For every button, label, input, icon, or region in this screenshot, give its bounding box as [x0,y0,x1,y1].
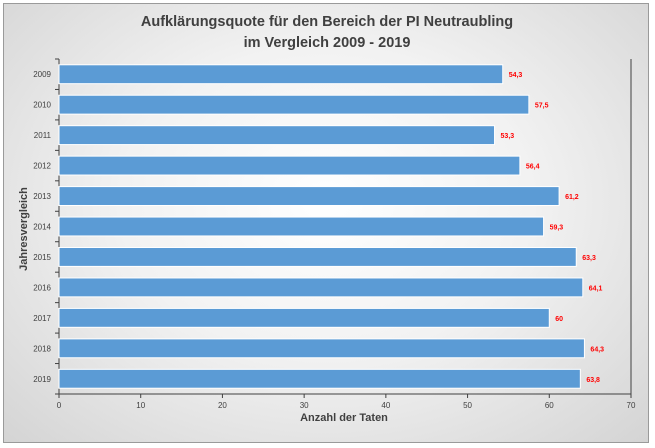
bar [58,186,560,206]
y-category-label: 2009 [33,70,51,79]
y-category-label: 2014 [33,223,51,232]
y-category-label: 2016 [33,283,51,292]
data-label: 60 [555,316,563,323]
bar [58,216,545,237]
data-label: 54,3 [509,72,523,79]
x-axis-title: Anzahl der Taten [300,412,388,424]
data-label: 59,3 [550,225,564,232]
x-tick-label: 30 [300,401,309,410]
data-label: 53,3 [501,133,515,140]
x-tick-label: 10 [136,401,145,410]
chart-title-line-2: im Vergleich 2009 - 2019 [244,35,411,51]
bar [58,338,585,359]
x-tick-label: 40 [381,401,390,410]
y-category-label: 2012 [33,162,51,171]
y-category-label: 2018 [33,344,51,353]
y-category-label: 2019 [33,375,51,384]
x-tick-label: 0 [57,401,62,410]
bar [58,307,550,328]
y-category-label: 2017 [33,314,51,323]
data-label: 56,4 [526,164,540,171]
y-axis-title: Jahresvergleich [18,187,30,271]
y-category-label: 2015 [33,253,51,262]
data-label: 57,5 [535,103,549,110]
data-label: 61,2 [565,194,579,201]
y-category-label: 2010 [33,101,51,110]
bar [58,94,530,115]
x-tick-label: 20 [218,401,227,410]
plot-area: 0 10 20 30 40 50 60 70 2009 54,3 2010 57,5 2011 53,3 2… [33,58,636,410]
x-tick-label: 50 [463,401,472,410]
data-label: 64,3 [590,346,604,353]
bar [58,277,584,298]
bar [58,155,521,176]
bar [58,247,577,267]
y-category-label: 2013 [33,192,51,201]
x-tick-label: 70 [627,401,636,410]
bar [58,64,504,85]
data-label: 64,1 [589,285,603,292]
data-label: 63,3 [582,255,596,262]
x-tick-label: 60 [545,401,554,410]
bar [58,125,496,146]
chart-title-line-1: Aufklärungsquote für den Bereich der PI … [141,14,513,30]
bar-chart: Aufklärungsquote für den Bereich der PI … [18,14,636,424]
bar [58,368,581,389]
data-label: 63,8 [586,377,600,384]
chart-frame: Aufklärungsquote für den Bereich der PI … [3,3,649,443]
y-category-label: 2011 [34,131,52,140]
